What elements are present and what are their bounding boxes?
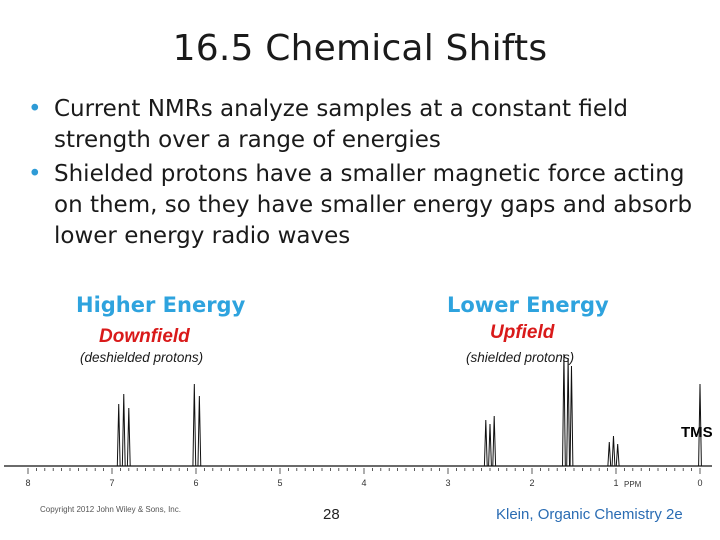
higher-energy-label: Higher Energy	[76, 293, 246, 317]
spectrum-peak	[698, 383, 702, 467]
bullet-text: Current NMRs analyze samples at a consta…	[54, 96, 628, 153]
spectrum-peak	[607, 441, 612, 467]
spectrum-peak	[116, 403, 121, 467]
axis-tick-label: 2	[529, 478, 534, 488]
tms-label: TMS	[681, 424, 713, 441]
spectrum-peak	[483, 419, 488, 467]
slide-title: 16.5 Chemical Shifts	[172, 28, 548, 69]
axis-tick-label: 1	[613, 478, 618, 488]
nmr-spectrum: 8 7 6 5 4 3 2 1 0 PPM	[4, 353, 712, 489]
spectrum-peaks	[4, 353, 712, 467]
book-credit: Klein, Organic Chemistry 2e	[496, 506, 683, 523]
spectrum-peak	[615, 443, 620, 467]
copyright-text: Copyright 2012 John Wiley & Sons, Inc.	[40, 505, 181, 514]
spectrum-peak	[569, 365, 574, 467]
axis-tick-label: 7	[109, 478, 114, 488]
spectrum-peak	[488, 423, 492, 467]
upfield-label: Upfield	[490, 322, 555, 343]
shielded-note: (shielded protons)	[466, 350, 575, 365]
deshielded-note: (deshielded protons)	[80, 350, 204, 365]
bullet-text: Shielded protons have a smaller magnetic…	[54, 161, 693, 249]
axis-tick-label: 5	[277, 478, 282, 488]
spectrum-peak	[562, 353, 566, 467]
spectrum-peak	[197, 395, 202, 467]
spectrum-peak	[121, 393, 126, 467]
spectrum-peak	[492, 415, 497, 467]
downfield-label: Downfield	[99, 326, 190, 347]
axis-unit-label: PPM	[624, 480, 642, 489]
axis-tick-label: 6	[193, 478, 198, 488]
bullet-item: • Shielded protons have a smaller magneti…	[28, 159, 700, 252]
page-number: 28	[323, 506, 340, 523]
axis-tick-label: 0	[697, 478, 702, 488]
spectrum-peak	[611, 435, 616, 467]
bullet-dot-icon: •	[28, 96, 42, 122]
axis-tick-label: 3	[445, 478, 450, 488]
bullet-dot-icon: •	[28, 161, 42, 187]
bullet-list: • Current NMRs analyze samples at a const…	[28, 94, 700, 255]
spectrum-peak	[192, 383, 197, 467]
lower-energy-label: Lower Energy	[447, 293, 609, 317]
axis-tick-label: 8	[25, 478, 30, 488]
spectrum-peak	[566, 357, 571, 467]
bullet-item: • Current NMRs analyze samples at a const…	[28, 94, 700, 156]
ppm-axis: 8 7 6 5 4 3 2 1 0 PPM	[25, 468, 703, 489]
spectrum-peak	[126, 407, 131, 467]
axis-tick-label: 4	[361, 478, 366, 488]
